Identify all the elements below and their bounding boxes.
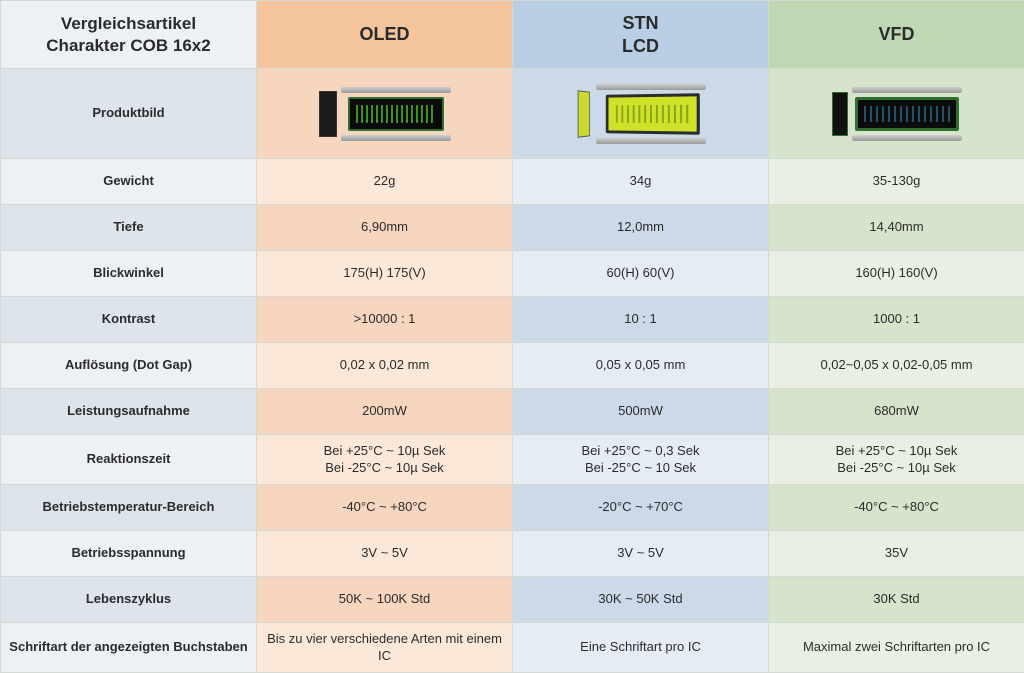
table-cell: 680mW — [769, 389, 1024, 435]
table-cell: >10000 : 1 — [257, 297, 513, 343]
table-cell: 34g — [513, 159, 769, 205]
column-header-vfd: VFD — [769, 1, 1024, 69]
row-label: Betriebstemperatur-Bereich — [1, 485, 257, 531]
table-cell: 60(H) 60(V) — [513, 251, 769, 297]
product-image-stn — [513, 69, 769, 159]
display-icon — [855, 97, 959, 131]
table-cell: 50K ~ 100K Std — [257, 577, 513, 623]
display-icon — [832, 92, 848, 136]
display-icon — [341, 87, 451, 93]
row-label: Gewicht — [1, 159, 257, 205]
display-icon — [852, 87, 962, 93]
table-cell: 35V — [769, 531, 1024, 577]
table-cell: Bei +25°C ~ 10µ Sek Bei -25°C ~ 10µ Sek — [769, 435, 1024, 485]
column-header-oled: OLED — [257, 1, 513, 69]
display-icon — [341, 135, 451, 141]
row-label: Blickwinkel — [1, 251, 257, 297]
table-cell: 12,0mm — [513, 205, 769, 251]
row-label: Leistungsaufnahme — [1, 389, 257, 435]
table-cell: -40°C ~ +80°C — [769, 485, 1024, 531]
comparison-table: Vergleichsartikel Charakter COB 16x2 OLE… — [0, 0, 1024, 673]
row-label: Reaktionszeit — [1, 435, 257, 485]
table-cell: 6,90mm — [257, 205, 513, 251]
display-icon — [348, 97, 444, 131]
display-icon — [319, 91, 337, 137]
table-cell: 500mW — [513, 389, 769, 435]
row-label: Kontrast — [1, 297, 257, 343]
display-icon — [605, 93, 699, 135]
table-cell: 10 : 1 — [513, 297, 769, 343]
table-header-title: Vergleichsartikel Charakter COB 16x2 — [1, 1, 257, 69]
table-cell: 14,40mm — [769, 205, 1024, 251]
row-label: Tiefe — [1, 205, 257, 251]
table-cell: 30K Std — [769, 577, 1024, 623]
table-cell: 1000 : 1 — [769, 297, 1024, 343]
row-label: Auflösung (Dot Gap) — [1, 343, 257, 389]
display-icon — [596, 84, 706, 90]
row-label: Produktbild — [1, 69, 257, 159]
table-cell: -20°C ~ +70°C — [513, 485, 769, 531]
table-cell: 200mW — [257, 389, 513, 435]
product-image-oled — [257, 69, 513, 159]
table-cell: 3V ~ 5V — [513, 531, 769, 577]
table-cell: -40°C ~ +80°C — [257, 485, 513, 531]
table-cell: 35-130g — [769, 159, 1024, 205]
row-label: Betriebsspannung — [1, 531, 257, 577]
table-cell: 0,05 x 0,05 mm — [513, 343, 769, 389]
column-header-stn: STN LCD — [513, 1, 769, 69]
table-cell: Maximal zwei Schriftarten pro IC — [769, 623, 1024, 673]
table-cell: 160(H) 160(V) — [769, 251, 1024, 297]
table-cell: Bei +25°C ~ 10µ Sek Bei -25°C ~ 10µ Sek — [257, 435, 513, 485]
table-cell: 175(H) 175(V) — [257, 251, 513, 297]
table-cell: Eine Schriftart pro IC — [513, 623, 769, 673]
table-cell: Bei +25°C ~ 0,3 Sek Bei -25°C ~ 10 Sek — [513, 435, 769, 485]
row-label: Lebenszyklus — [1, 577, 257, 623]
display-icon — [596, 138, 706, 144]
table-cell: 22g — [257, 159, 513, 205]
row-label: Schriftart der angezeigten Buchstaben — [1, 623, 257, 673]
table-cell: 30K ~ 50K Std — [513, 577, 769, 623]
table-cell: 3V ~ 5V — [257, 531, 513, 577]
table-cell: 0,02~0,05 x 0,02-0,05 mm — [769, 343, 1024, 389]
display-icon — [577, 90, 589, 138]
table-cell: 0,02 x 0,02 mm — [257, 343, 513, 389]
display-icon — [852, 135, 962, 141]
product-image-vfd — [769, 69, 1024, 159]
table-cell: Bis zu vier verschiedene Arten mit einem… — [257, 623, 513, 673]
